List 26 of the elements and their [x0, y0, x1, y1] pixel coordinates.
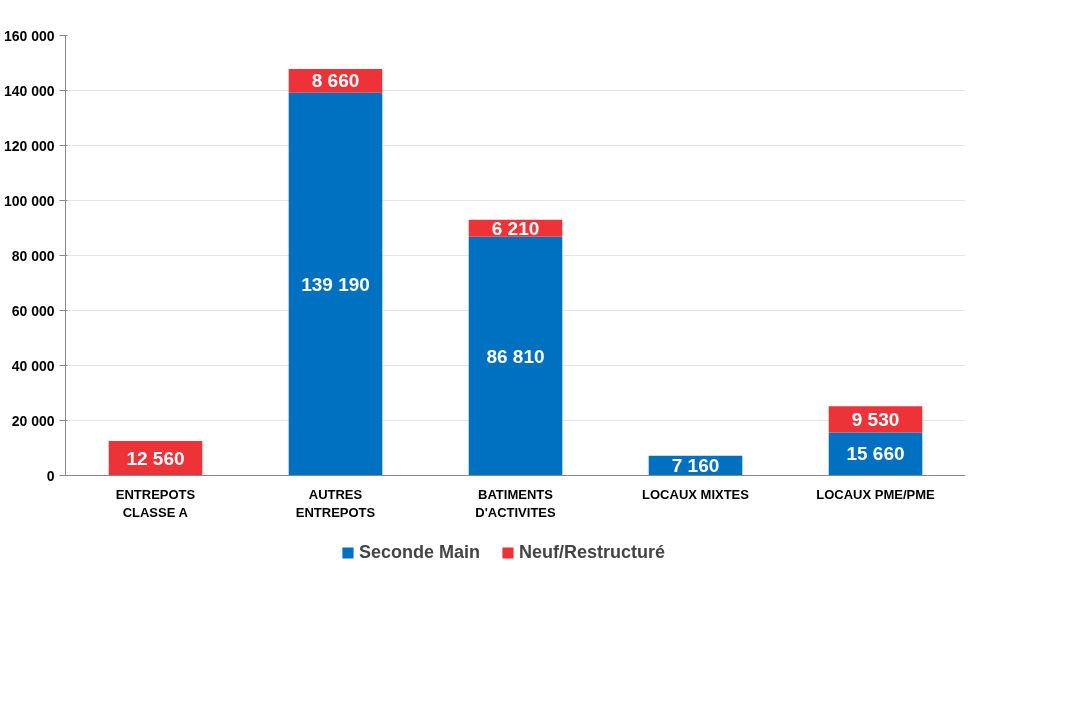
y-tick-label: 60 000 — [11, 302, 55, 319]
x-tick-label: LOCAUX PME/PME — [816, 486, 936, 502]
data-label: 6 210 — [491, 217, 540, 239]
y-tick-label: 100 000 — [3, 192, 55, 209]
y-tick-label: 120 000 — [3, 137, 55, 154]
x-tick-label: AUTRES ENTREPOTS — [295, 486, 376, 520]
y-tick-label: 40 000 — [11, 357, 55, 374]
y-tick-label: 140 000 — [3, 82, 55, 99]
data-label: 9 530 — [851, 408, 900, 430]
x-tick-label: LOCAUX MIXTES — [642, 486, 750, 502]
data-label: 7 160 — [671, 455, 720, 477]
bar — [288, 92, 383, 476]
y-tick-label: 0 — [46, 467, 55, 484]
data-label: 12 560 — [126, 447, 185, 469]
y-tick-label: 80 000 — [11, 247, 55, 264]
data-label: 8 660 — [311, 70, 360, 92]
x-tick-label: ENTREPOTS CLASSE A — [115, 486, 196, 520]
x-tick-label: BATIMENTS D'ACTIVITES — [475, 486, 557, 520]
data-label: 86 810 — [486, 345, 545, 367]
bar — [468, 236, 563, 476]
legend-label: Seconde Main — [358, 541, 480, 563]
y-tick-label: 160 000 — [3, 27, 55, 44]
legend-label: Neuf/Restructuré — [519, 541, 666, 563]
data-label: 139 190 — [301, 273, 370, 295]
y-tick-label: 20 000 — [11, 412, 55, 429]
data-label: 15 660 — [846, 443, 905, 465]
